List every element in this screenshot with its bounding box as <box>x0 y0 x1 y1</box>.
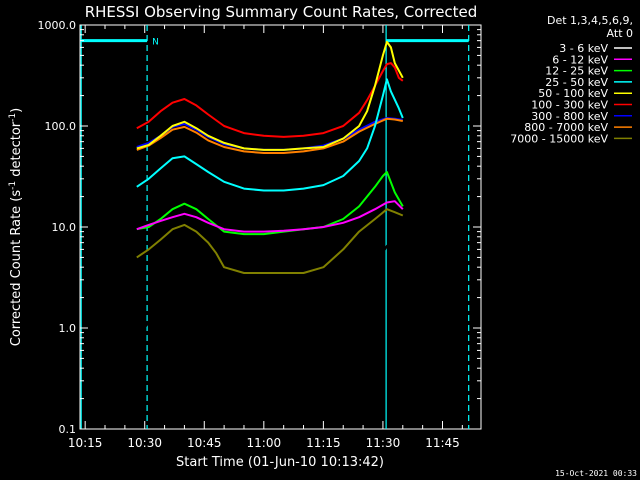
x-tick-label: 10:45 <box>187 436 222 450</box>
chart-title: RHESSI Observing Summary Count Rates, Co… <box>85 3 478 21</box>
series-layer <box>136 40 404 329</box>
legend-label: 25 - 50 keV <box>545 76 608 89</box>
x-tick-label: 10:30 <box>127 436 162 450</box>
y-axis-label-part1: Corrected Count Rate (s <box>9 190 24 347</box>
y-tick-label: 100.0 <box>45 120 77 133</box>
x-axis: 10:15 10:30 10:45 11:00 11:15 11:30 11:45 <box>68 25 463 450</box>
y-axis-label-sup1: -1 <box>8 181 18 190</box>
y-axis-label: Corrected Count Rate (s-1 detector-1) <box>8 108 24 346</box>
x-axis-label: Start Time (01-Jun-10 10:13:42) <box>176 455 384 470</box>
legend-label: 3 - 6 keV <box>559 42 608 55</box>
x-tick-label: 11:45 <box>425 436 460 450</box>
legend-label: 6 - 12 keV <box>552 53 608 66</box>
x-tick-label: 10:15 <box>68 436 103 450</box>
series-line-3to6keV <box>143 241 404 329</box>
series-line-12to25keV <box>136 171 404 236</box>
y-axis: 0.1 1.0 10.0 100.0 1000.0 <box>38 19 481 436</box>
series-line-25to50keV <box>136 78 404 192</box>
y-tick-label: 1.0 <box>59 322 77 335</box>
series-line-6to12keV <box>136 200 404 233</box>
series-line-50to100keV <box>136 40 404 151</box>
legend-label: 300 - 800 keV <box>531 110 608 123</box>
y-tick-label: 10.0 <box>52 221 77 234</box>
x-tick-label: 11:00 <box>247 436 282 450</box>
y-axis-label-part2: detector <box>9 121 24 181</box>
generation-timestamp: 15-Oct-2021 00:33 <box>555 469 637 478</box>
x-tick-label: 11:30 <box>366 436 401 450</box>
legend-label: 800 - 7000 keV <box>524 121 608 134</box>
legend-label: 12 - 25 keV <box>545 65 608 78</box>
legend-label: 100 - 300 keV <box>531 99 608 112</box>
y-axis-label-part3: ) <box>9 108 24 113</box>
series-line-100to300keV <box>136 62 404 138</box>
legend-header-line1: Det 1,3,4,5,6,9, <box>547 14 633 27</box>
legend-label: 50 - 100 keV <box>538 87 608 100</box>
y-axis-label-sup2: -1 <box>8 113 18 122</box>
y-tick-label: 0.1 <box>59 423 77 436</box>
legend-header-line2: Att 0 <box>607 27 633 40</box>
night-bar-label: N <box>152 38 159 48</box>
legend-label: 7000 - 15000 keV <box>510 132 608 145</box>
series-line-7000to15000keV <box>136 208 404 274</box>
x-tick-label: 11:15 <box>306 436 341 450</box>
y-tick-label: 1000.0 <box>38 19 77 32</box>
